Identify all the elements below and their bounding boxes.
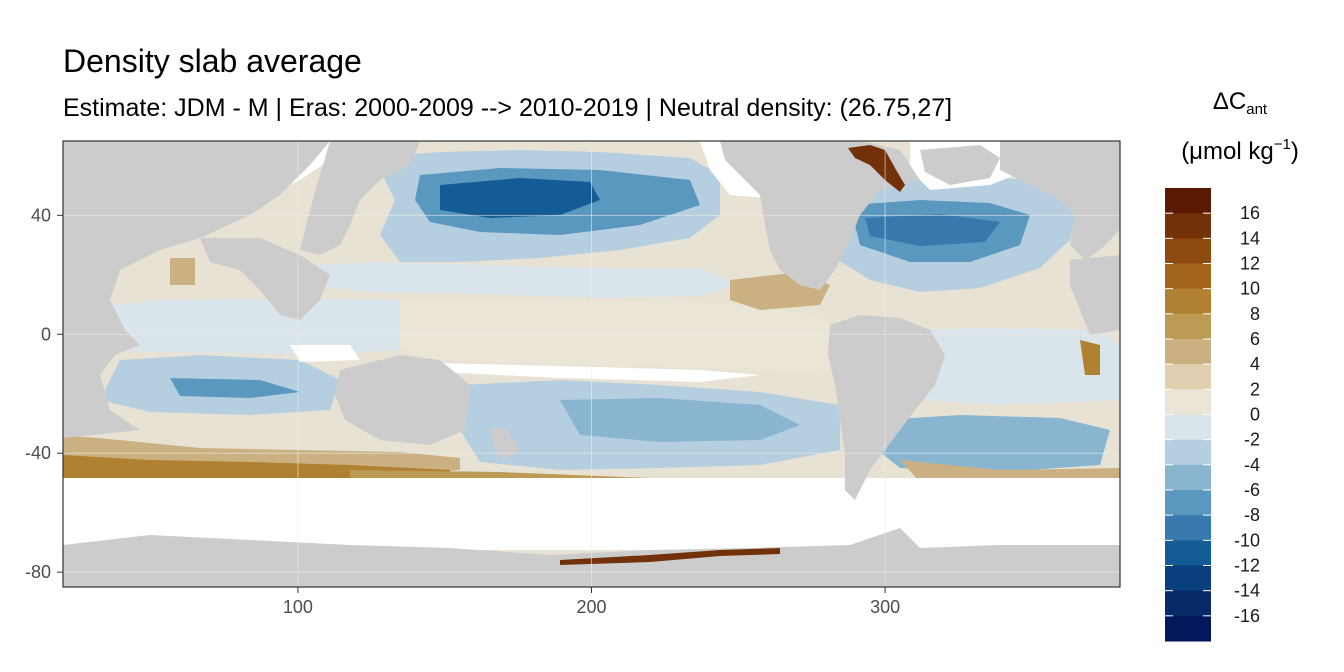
y-tick-label: -40 xyxy=(25,443,51,463)
south-atlantic-strong-decrease-zone xyxy=(875,415,1110,472)
legend-title-subscript: ant xyxy=(1246,101,1268,118)
hudson-coast-increase-accent xyxy=(848,145,905,192)
legend-unit-base: (μmol kg xyxy=(1181,138,1274,165)
colorbar-label: -2 xyxy=(1244,430,1260,450)
colorbar-swatch xyxy=(1165,238,1211,264)
colorbar-label: 12 xyxy=(1240,254,1260,274)
ross-sea-increase-accent xyxy=(560,548,780,565)
map-subtitle: Estimate: JDM - M | Eras: 2000-2009 --> … xyxy=(63,94,953,122)
colorbar-swatch xyxy=(1165,313,1211,340)
colorbar-swatch xyxy=(1165,288,1211,315)
colorbar-swatch xyxy=(1165,439,1211,466)
west-africa-landmass xyxy=(1070,255,1120,335)
colorbar-swatch xyxy=(1165,414,1211,441)
colorbar-legend: 16 14 12 10 8 6 4 2 0 -2 -4 -6 -8 -10 -12 -14 -16 xyxy=(1165,188,1260,642)
tropical-pacific-zone xyxy=(400,300,830,370)
colorbar-label: -12 xyxy=(1234,556,1260,576)
north-pacific-edge-zone xyxy=(300,262,740,298)
colorbar-label: 6 xyxy=(1250,329,1260,349)
colorbar-swatch xyxy=(1165,188,1211,214)
colorbar-swatch xyxy=(1165,339,1211,365)
colorbar-label: -8 xyxy=(1244,505,1260,525)
east-asia-landmass xyxy=(300,141,420,255)
x-tick-label: 100 xyxy=(283,597,313,617)
colorbar-swatch xyxy=(1165,389,1211,415)
colorbar-label: 4 xyxy=(1250,354,1260,374)
indonesian-white-streak xyxy=(290,345,360,362)
colorbar-label: 16 xyxy=(1240,203,1260,223)
colorbar-label: -4 xyxy=(1244,455,1260,475)
legend-unit-exponent: −1 xyxy=(1273,136,1291,153)
map-grid xyxy=(63,141,1120,587)
colorbar-swatch xyxy=(1165,464,1211,491)
colorbar-swatch xyxy=(1165,540,1211,566)
south-america-landmass xyxy=(828,315,945,500)
colorbar-swatch xyxy=(1165,590,1211,617)
colorbar-label: -14 xyxy=(1234,581,1260,601)
x-tick-label: 300 xyxy=(870,597,900,617)
colorbar-label: 8 xyxy=(1250,304,1260,324)
north-atlantic-core-zone xyxy=(865,214,1000,246)
colorbar-label: 10 xyxy=(1240,279,1260,299)
south-atlantic-decrease-zone xyxy=(900,328,1120,405)
colorbar-label: -6 xyxy=(1244,480,1260,500)
colorbar-swatch xyxy=(1165,515,1211,541)
colorbar-label: -10 xyxy=(1234,530,1260,550)
map-title: Density slab average xyxy=(63,43,362,79)
colorbar-label: 14 xyxy=(1240,228,1260,248)
australia-landmass xyxy=(335,355,470,445)
y-tick-label: 40 xyxy=(31,205,51,225)
arabian-sea-increase-patch xyxy=(170,258,195,285)
south-indian-strong-decrease-zone xyxy=(170,378,300,398)
colorbar-swatch xyxy=(1165,565,1211,592)
southern-atlantic-increase-band xyxy=(900,460,1120,482)
colorbar-swatch xyxy=(1165,364,1211,390)
colorbar-label: 2 xyxy=(1250,379,1260,399)
colorbar-swatch xyxy=(1165,615,1211,642)
south-pacific-strong-decrease-zone xyxy=(560,398,800,442)
greenland-landmass xyxy=(920,145,1000,185)
legend-title-symbol: ΔC xyxy=(1212,88,1247,115)
gulf-of-guinea-increase-patch xyxy=(1080,340,1100,375)
colorbar-swatch xyxy=(1165,213,1211,239)
colorbar-label: -16 xyxy=(1234,606,1260,626)
legend-unit-close: ) xyxy=(1290,138,1299,165)
legend-unit: (μmol kg−1) xyxy=(1150,136,1330,166)
x-tick-label: 200 xyxy=(576,597,606,617)
indian-ocean-decrease-zone xyxy=(63,298,400,355)
colorbar-swatch xyxy=(1165,263,1211,290)
y-tick-label: -80 xyxy=(25,562,51,582)
colorbar-label: 0 xyxy=(1250,405,1260,425)
y-tick-label: 0 xyxy=(41,324,51,344)
legend-title: ΔCant xyxy=(1150,88,1330,118)
colorbar-swatch xyxy=(1165,490,1211,516)
europe-landmass xyxy=(1000,141,1120,260)
north-pacific-core-zone xyxy=(440,178,600,218)
panel-border xyxy=(62,140,1121,588)
subtropical-white-streak xyxy=(440,363,760,382)
new-zealand-landmass xyxy=(490,428,520,460)
